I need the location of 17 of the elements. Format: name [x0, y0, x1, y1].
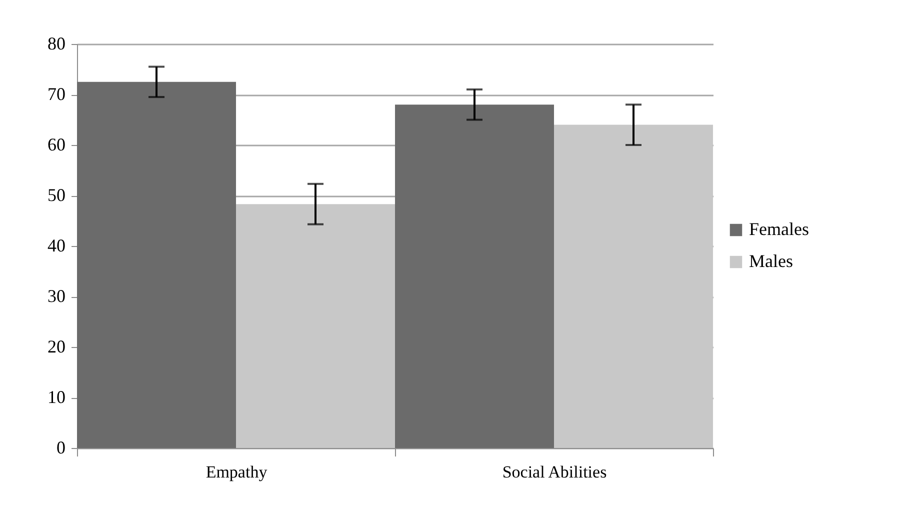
- y-tick-label: 30: [48, 286, 66, 306]
- y-tick-label: 20: [48, 336, 66, 356]
- x-tick-label: Social Abilities: [502, 462, 607, 482]
- legend-label: Males: [749, 251, 793, 271]
- y-tick-label: 40: [48, 236, 66, 256]
- y-tick-label: 80: [48, 34, 66, 54]
- bar: [554, 124, 713, 448]
- y-tick-label: 70: [48, 84, 66, 104]
- bar: [77, 82, 236, 448]
- legend-label: Females: [749, 219, 809, 239]
- y-tick-label: 60: [48, 134, 66, 154]
- y-tick-label: 50: [48, 185, 66, 205]
- bar: [236, 204, 395, 448]
- y-tick-label: 10: [48, 387, 66, 407]
- bar: [395, 104, 554, 448]
- x-tick-label: Empathy: [206, 462, 268, 482]
- y-tick-label: 0: [56, 438, 66, 458]
